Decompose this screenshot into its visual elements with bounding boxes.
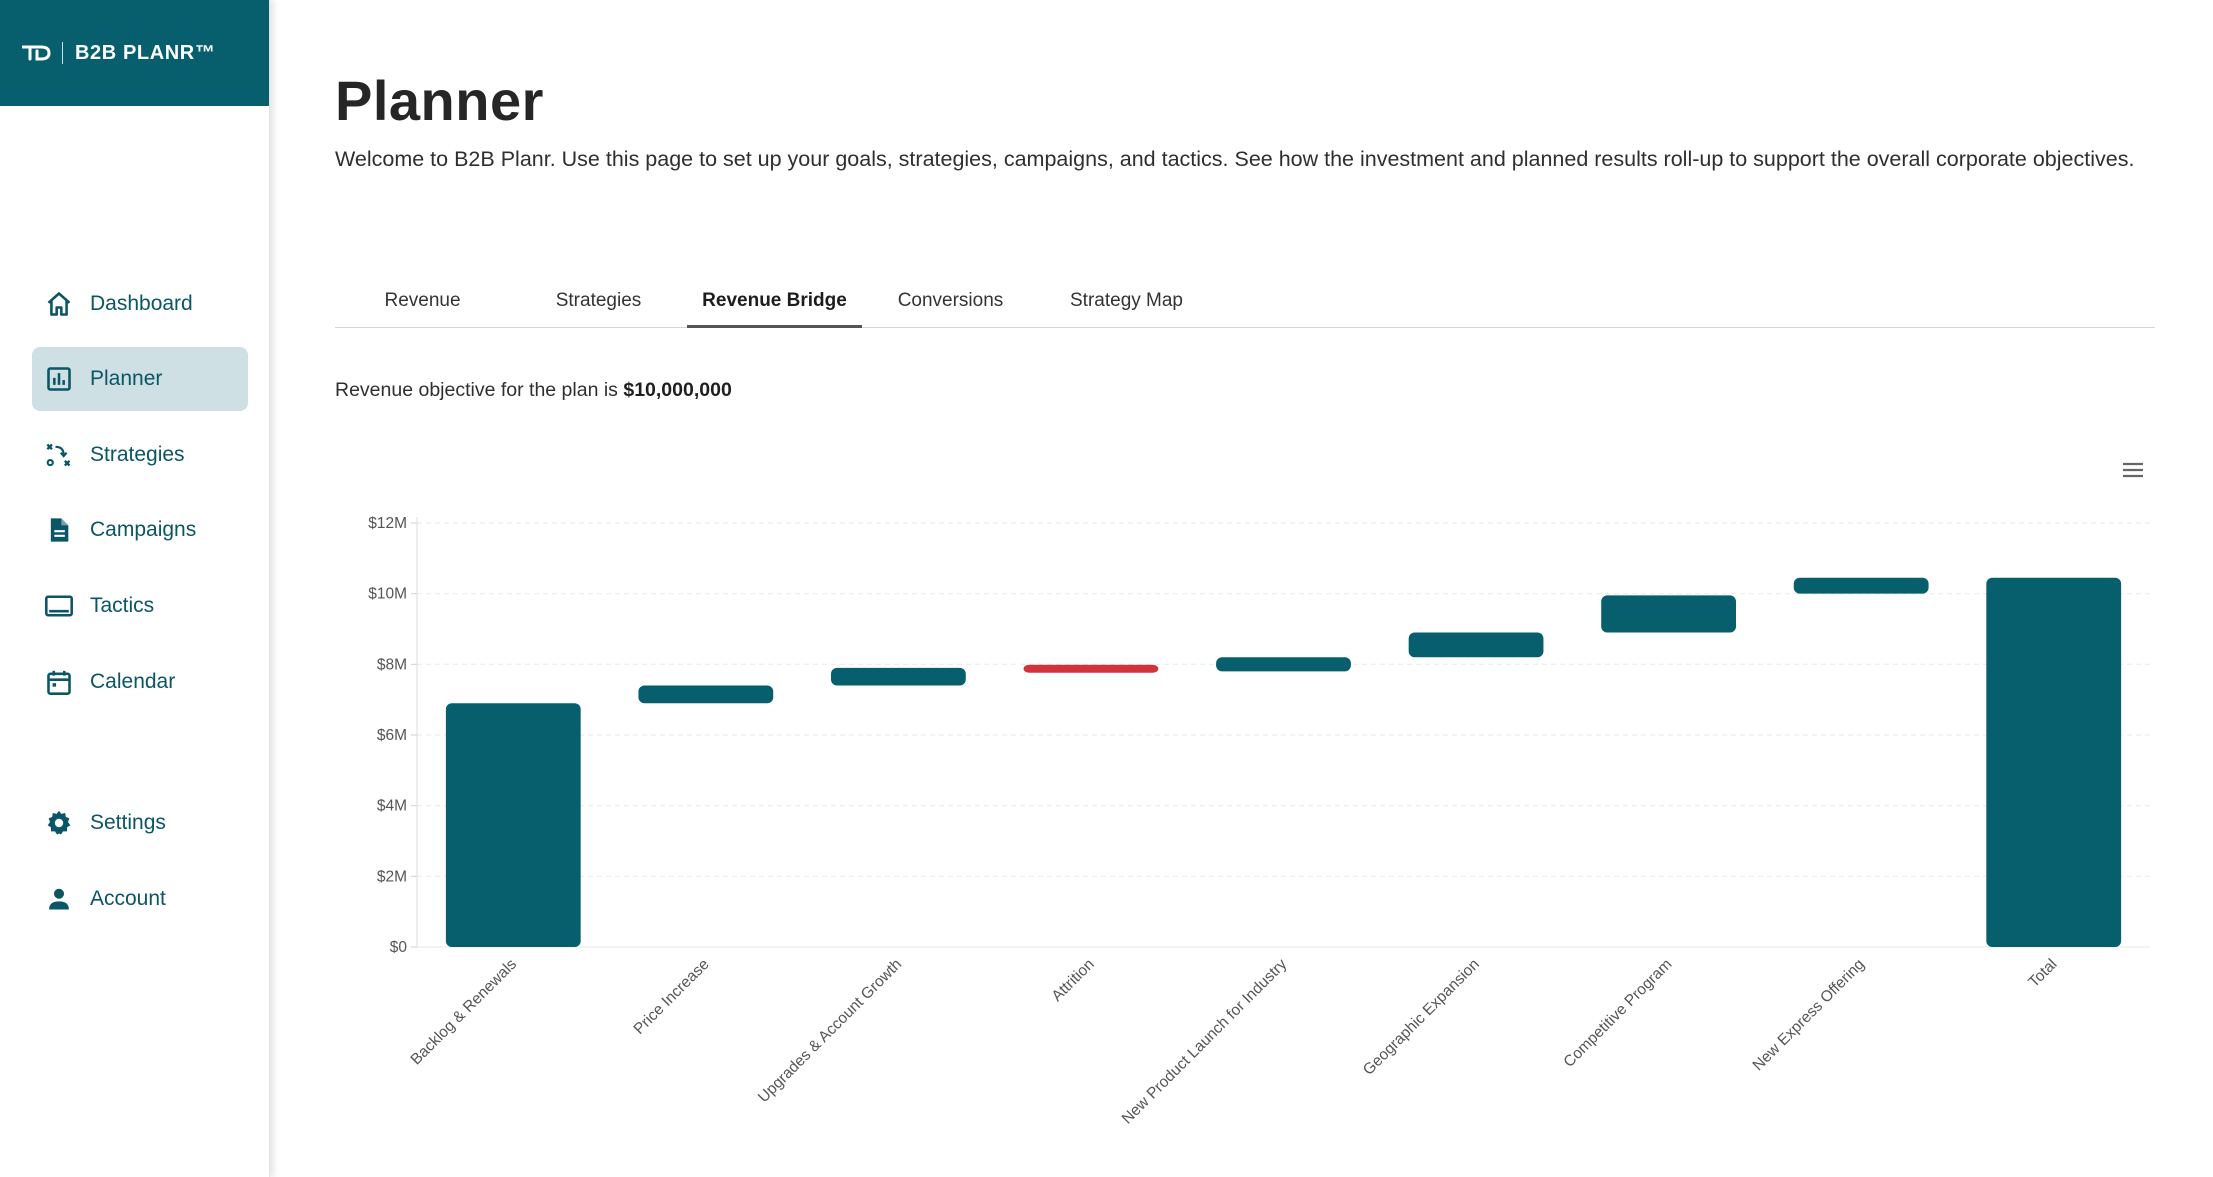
waterfall-bar — [1216, 657, 1351, 672]
sidebar-item-label: Tactics — [90, 594, 155, 617]
sidebar-item-label: Planner — [90, 367, 163, 390]
y-tick-label: $0 — [390, 939, 408, 956]
waterfall-bar — [830, 667, 966, 686]
sidebar-item-label: Strategies — [90, 443, 185, 466]
x-tick-label: New Product Launch for Industry — [1119, 956, 1291, 1128]
x-tick-label: Geographic Expansion — [1360, 956, 1483, 1079]
sidebar-item-label: Dashboard — [90, 292, 193, 315]
sidebar-item-account[interactable]: Account — [32, 867, 248, 931]
gear-icon — [44, 808, 74, 838]
person-icon — [44, 884, 74, 914]
y-tick-label: $12M — [368, 515, 407, 532]
brand-logo-icon[interactable] — [22, 45, 52, 61]
sidebar-item-tactics[interactable]: Tactics — [32, 574, 248, 638]
brand-name: B2B PLANR™ — [75, 41, 216, 64]
x-tick-label: Total — [2025, 956, 2060, 991]
tab-revenue[interactable]: Revenue — [384, 290, 461, 311]
sidebar-item-label: Calendar — [90, 670, 176, 693]
revenue-objective-amount: $10,000,000 — [623, 379, 732, 401]
home-icon — [44, 289, 74, 319]
brand-header: B2B PLANR™ — [0, 0, 269, 106]
revenue-bridge-chart: $0 $2M $4M $6M $8M $10M $12M Backlog & Renewals… — [368, 515, 2150, 1128]
monitor-icon — [44, 591, 74, 621]
waterfall-bar — [1986, 577, 2122, 947]
page-title: Planner — [335, 69, 544, 132]
revenue-objective-label: Revenue objective for the plan is — [335, 379, 624, 401]
sidebar-item-label: Campaigns — [90, 518, 197, 541]
y-tick-label: $8M — [377, 656, 407, 673]
calendar-icon — [44, 667, 74, 697]
chart-menu-button[interactable] — [2115, 458, 2147, 482]
y-tick-label: $4M — [377, 798, 407, 815]
bar-chart-icon — [44, 364, 74, 394]
sidebar-item-planner[interactable]: Planner — [32, 347, 248, 411]
x-tick-label: Upgrades & Account Growth — [755, 956, 905, 1106]
tab-strategy-map[interactable]: Strategy Map — [1070, 290, 1183, 311]
sidebar-item-campaigns[interactable]: Campaigns — [32, 498, 248, 562]
waterfall-bar — [445, 703, 581, 947]
sidebar-item-strategies[interactable]: Strategies — [32, 423, 248, 487]
x-tick-label: Price Increase — [631, 956, 713, 1038]
sidebar-item-settings[interactable]: Settings — [32, 791, 248, 855]
brand-separator — [62, 42, 63, 64]
sidebar: B2B PLANR™ Dashboard Planner Strategies … — [0, 0, 270, 1177]
tab-bar: Revenue Strategies Revenue Bridge Conver… — [335, 278, 2155, 328]
waterfall-bar — [1601, 595, 1737, 633]
sidebar-item-label: Settings — [90, 811, 166, 834]
y-tick-label: $2M — [377, 868, 407, 885]
revenue-objective: Revenue objective for the plan is $10,00… — [335, 379, 732, 402]
waterfall-bar — [638, 685, 774, 704]
sidebar-item-label: Account — [90, 887, 166, 910]
sidebar-item-calendar[interactable]: Calendar — [32, 650, 248, 714]
waterfall-bar — [1408, 632, 1544, 658]
tab-revenue-bridge[interactable]: Revenue Bridge — [687, 278, 862, 328]
sidebar-item-dashboard[interactable]: Dashboard — [32, 272, 248, 336]
waterfall-bar — [1023, 664, 1159, 673]
hamburger-menu-icon — [2123, 462, 2143, 478]
tab-conversions[interactable]: Conversions — [897, 290, 1004, 311]
x-tick-label: New Express Offering — [1750, 956, 1868, 1074]
tab-strategies[interactable]: Strategies — [555, 290, 642, 311]
page-intro: Welcome to B2B Planr. Use this page to s… — [335, 147, 2135, 171]
x-tick-label: Backlog & Renewals — [408, 956, 521, 1069]
x-tick-label: Attrition — [1049, 956, 1098, 1005]
y-tick-label: $10M — [368, 586, 407, 603]
x-tick-label: Competitive Program — [1560, 956, 1675, 1071]
y-tick-label: $6M — [377, 727, 407, 744]
document-icon — [44, 515, 74, 545]
strategy-play-icon — [44, 440, 74, 470]
waterfall-bar — [1793, 577, 1929, 594]
